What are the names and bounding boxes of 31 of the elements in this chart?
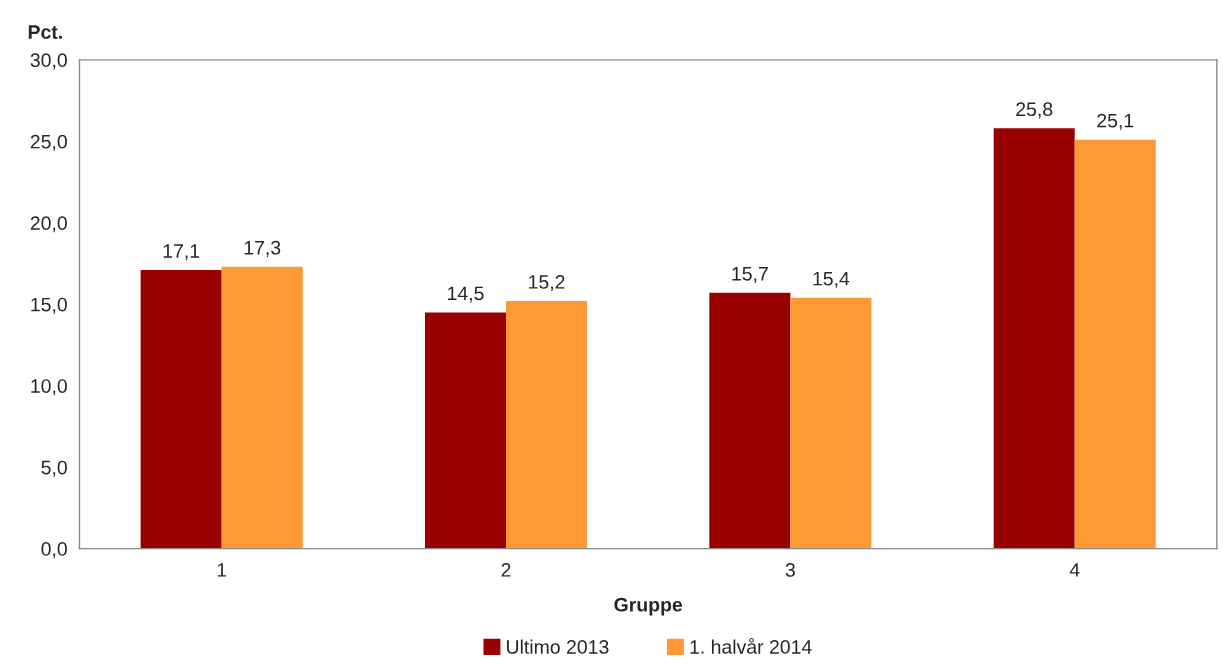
y-tick-label: 30,0 <box>30 53 67 70</box>
bar <box>221 266 303 549</box>
data-label: 17,3 <box>244 240 281 257</box>
x-tick-label: 4 <box>1069 563 1080 577</box>
bar <box>506 300 588 549</box>
x-axis-title: Gruppe <box>614 597 683 616</box>
data-label: 25,8 <box>1016 102 1053 119</box>
bar <box>790 297 872 549</box>
y-tick-label: 10,0 <box>31 379 67 396</box>
data-label: 17,1 <box>163 244 200 261</box>
y-axis-title: Pct. <box>28 25 62 39</box>
x-tick-label: 3 <box>785 563 795 577</box>
bar <box>993 128 1075 549</box>
x-tick-label: 2 <box>501 563 511 577</box>
bar <box>709 292 791 549</box>
y-tick-label: 0,0 <box>41 542 67 559</box>
bar <box>140 270 222 549</box>
bar <box>1074 139 1156 549</box>
data-label: 14,5 <box>448 286 484 303</box>
y-tick-label: 25,0 <box>30 134 67 151</box>
data-label: 15,4 <box>813 271 850 288</box>
data-label: 15,2 <box>529 275 565 292</box>
legend-label: 1. halvår 2014 <box>690 637 812 654</box>
y-tick-label: 20,0 <box>30 216 67 233</box>
y-tick-label: 5,0 <box>41 460 67 477</box>
data-label: 25,1 <box>1097 113 1134 130</box>
bar <box>424 312 507 549</box>
data-label: 15,7 <box>732 267 768 283</box>
y-tick-label: 15,0 <box>31 297 67 314</box>
legend-label: Ultimo 2013 <box>507 639 609 654</box>
x-tick-label: 1 <box>217 563 227 577</box>
